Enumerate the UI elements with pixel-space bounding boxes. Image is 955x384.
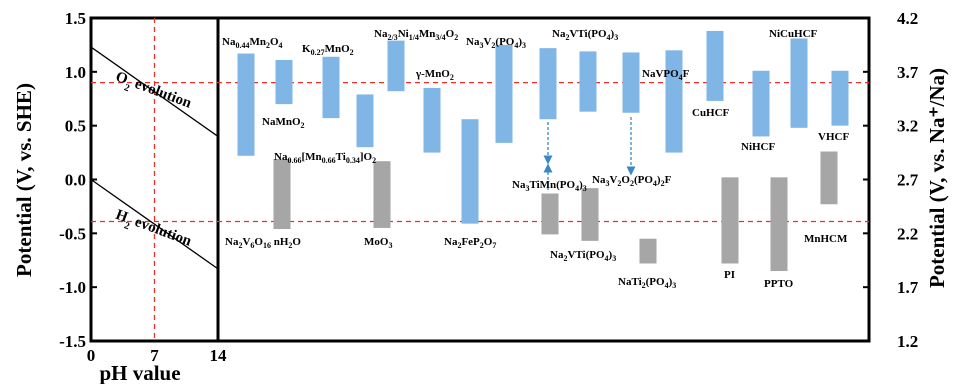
- y-tick-right-label: 2.7: [897, 171, 919, 190]
- bar--mno2: [423, 87, 441, 153]
- bar-na2vti-po4-3: [581, 188, 599, 241]
- bar-nihcf: [752, 70, 770, 137]
- bar-na2vti-po4-3: [579, 51, 597, 112]
- label-namno2: NaMnO2: [262, 116, 305, 130]
- y-ticks-left: -1.5 -1.0 -0.5 0.0 0.5 1.0 1.5: [59, 9, 97, 351]
- x-tick-label: 14: [210, 346, 228, 365]
- y-axis-title-left: Potential (V, vs. SHE): [12, 83, 36, 277]
- label-moo3: MoO3: [364, 236, 392, 250]
- label-cuhcf: CuHCF: [692, 107, 730, 119]
- label-na23: Na2/3Ni1/4Mn3/4O2: [374, 28, 458, 42]
- bar-k0-27mno2: [322, 56, 340, 119]
- label-na2v6o16: Na2V6O16 nH2O: [225, 236, 301, 250]
- bars-group: [237, 30, 849, 272]
- label-na3v2: Na3V2(PO4)3: [466, 36, 526, 50]
- y-ticks-right: 1.2 1.7 2.2 2.7 3.2 3.7 4.2: [863, 9, 919, 351]
- y-axis-title-right: Potential (V, vs. Na⁺/Na): [925, 68, 949, 288]
- x-axis-title: pH value: [99, 361, 180, 384]
- bar-pi: [721, 177, 739, 264]
- label-ppto: PPTO: [764, 278, 794, 290]
- bar-na2-3ni1-4mn3-4o2: [387, 40, 405, 92]
- label-navpo4f: NaVPO4F: [642, 68, 690, 82]
- label-nihcf: NiHCF: [741, 141, 776, 153]
- y-tick-right-label: 4.2: [897, 9, 918, 28]
- label-na066: Na0.66[Mn0.66Ti0.34]O2: [274, 151, 376, 165]
- o2-evolution-label: O2 evolution: [112, 69, 194, 116]
- label-na2vti_bot: Na2VTi(PO4)3: [550, 249, 616, 263]
- y-tick-right-label: 3.7: [897, 63, 919, 82]
- y-tick-right-label: 3.2: [897, 117, 918, 136]
- label-na3v2o2: Na3V2O2(PO4)2F: [592, 174, 672, 188]
- x-tick-label: 7: [150, 346, 159, 365]
- label-gamma: γ-MnO2: [415, 68, 454, 82]
- bar-cuhcf: [706, 30, 724, 101]
- material-labels: Na0.44Mn2O4 NaMnO2 K0.27MnO2 Na0.66[Mn0.66T…: [222, 28, 849, 290]
- label-k027: K0.27MnO2: [302, 43, 354, 57]
- bar-na3v2-po4-3: [495, 44, 513, 143]
- bar-nati2-po4-3: [639, 238, 657, 264]
- bar-na2v6o16-nh2o: [273, 159, 291, 230]
- label-nicuhcf: NiCuHCF: [769, 28, 818, 40]
- y-tick-right-label: 2.2: [897, 224, 918, 243]
- label-na3timn: Na3TiMn(PO4)3: [512, 179, 587, 193]
- y-tick-left-label: 0.0: [65, 171, 86, 190]
- bar-na2fep2o7: [461, 119, 479, 224]
- y-tick-left-label: -1.0: [59, 278, 86, 297]
- bar-mnhcm: [820, 151, 838, 205]
- bar-moo3: [373, 161, 391, 228]
- label-nati2: NaTi2(PO4)3: [618, 276, 676, 290]
- x-tick-label: 0: [87, 346, 96, 365]
- bar-na0-66-mn0-66ti0-34-o2: [356, 94, 374, 148]
- bar-na3v2o2-po4-2f: [622, 52, 640, 113]
- y-tick-left-label: 0.5: [65, 117, 86, 136]
- bar-vhcf: [831, 70, 849, 126]
- y-tick-left-label: -1.5: [59, 332, 86, 351]
- bar-na0-44mno4: [237, 53, 255, 156]
- y-tick-right-label: 1.2: [897, 332, 918, 351]
- bar-namno2: [275, 59, 293, 105]
- bar-nicuhcf: [790, 38, 808, 128]
- y-tick-left-label: 1.5: [65, 9, 86, 28]
- label-na044: Na0.44Mn2O4: [222, 36, 283, 50]
- bar-na3timn-po4-3: [541, 193, 559, 235]
- h2-evolution-label: H2 evolution: [112, 207, 194, 254]
- label-na2vti_top: Na2VTi(PO4)3: [552, 28, 618, 42]
- label-pi: PI: [724, 269, 735, 281]
- x-ticks: 0 7 14: [87, 346, 227, 365]
- plot-frame: [89, 16, 871, 343]
- bar-navpo4f: [665, 50, 683, 153]
- label-nafep: Na2FeP2O7: [444, 236, 496, 250]
- label-mnhcm: MnHCM: [804, 233, 848, 245]
- y-tick-left-label: -0.5: [59, 224, 86, 243]
- bar-ppto: [770, 177, 788, 272]
- bar-na3timn-po4-3: [539, 48, 557, 120]
- label-vhcf: VHCF: [818, 131, 849, 143]
- y-tick-right-label: 1.7: [897, 278, 919, 297]
- o2-evolution-line: [91, 46, 218, 137]
- y-tick-left-label: 1.0: [65, 63, 86, 82]
- h2-evolution-line: [91, 178, 218, 270]
